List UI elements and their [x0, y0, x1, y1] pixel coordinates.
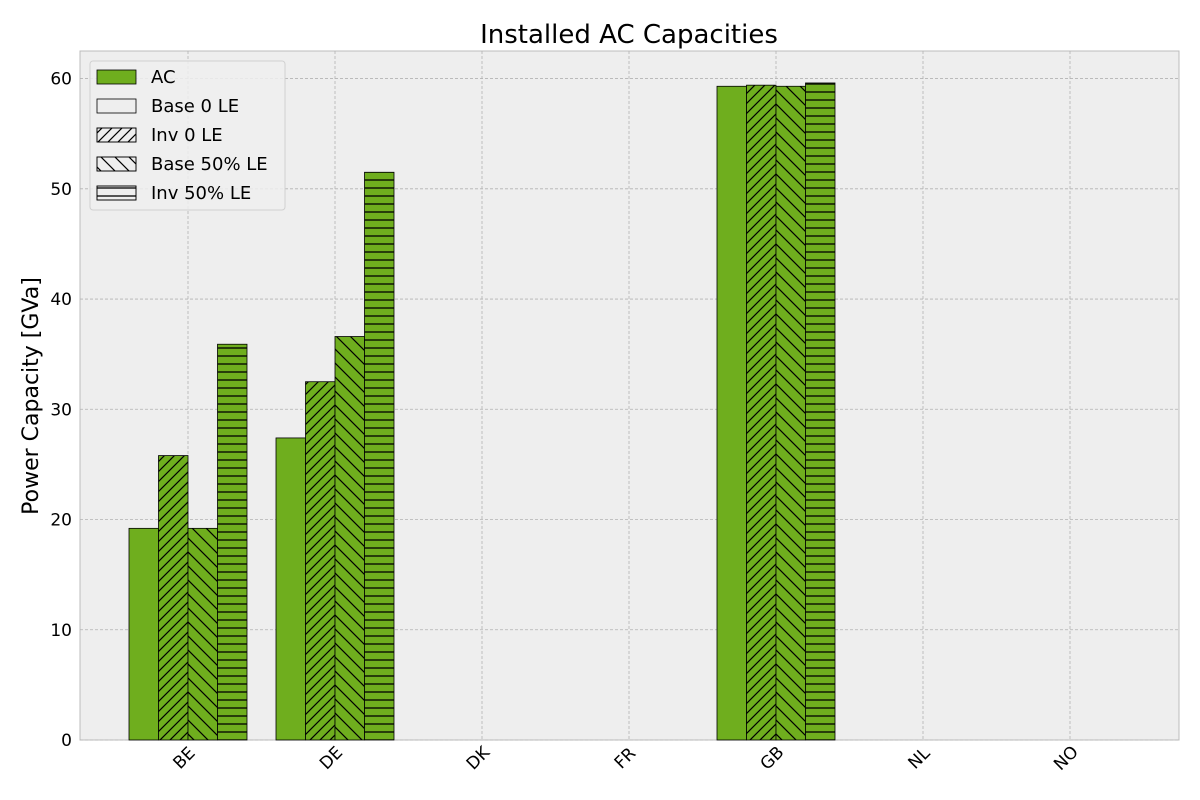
legend-item-4: Inv 50% LE — [96, 183, 251, 204]
x-tick-label-gb: GB — [757, 743, 789, 775]
x-tick-label-nl: NL — [905, 743, 935, 773]
bar-gb-1 — [746, 84, 777, 741]
legend-label: Base 50% LE — [151, 154, 268, 175]
y-tick-label: 50 — [50, 180, 72, 200]
bar-be-1 — [158, 455, 189, 741]
y-tick-label: 20 — [50, 511, 72, 531]
legend-label: AC — [151, 67, 176, 88]
legend-item-3: Base 50% LE — [96, 154, 268, 175]
x-tick-label-fr: FR — [611, 744, 641, 774]
y-axis-label: Power Capacity [GVa] — [19, 277, 44, 515]
bar-be-2 — [187, 527, 218, 741]
chart-title: Installed AC Capacities — [480, 20, 778, 50]
bar-gb-2 — [775, 85, 806, 741]
bar-de-0 — [275, 437, 306, 741]
bar-gb-0 — [716, 85, 747, 741]
legend-item-2: Inv 0 LE — [96, 125, 223, 146]
bar-gb-3 — [805, 82, 836, 741]
bar-de-3 — [364, 171, 395, 741]
bars — [128, 82, 836, 741]
y-tick-label: 60 — [50, 70, 72, 90]
y-tick-label: 30 — [50, 400, 72, 420]
legend-box — [89, 60, 286, 211]
y-tick-label: 0 — [61, 731, 72, 751]
grid — [80, 51, 1179, 741]
x-axis-ticks: BE DE DK FR GB NL NO — [169, 742, 1082, 775]
y-tick-label: 10 — [50, 621, 72, 641]
bar-de-2 — [334, 336, 365, 741]
legend-item-0: AC — [96, 67, 176, 88]
legend-label: Inv 0 LE — [151, 125, 223, 146]
x-tick-label-no: NO — [1050, 742, 1083, 775]
x-tick-label-be: BE — [169, 743, 199, 773]
x-tick-label-dk: DK — [463, 742, 495, 774]
x-tick-label-de: DE — [316, 743, 347, 774]
legend-label: Base 0 LE — [151, 96, 239, 117]
bar-be-3 — [217, 343, 248, 741]
plot-area — [79, 50, 1180, 741]
bar-be-0 — [128, 527, 159, 741]
legend: AC Base 0 LE Inv 0 LE Base 50% LE Inv 50% LE — [89, 60, 286, 211]
y-tick-label: 40 — [50, 290, 72, 310]
legend-label: Inv 50% LE — [151, 183, 251, 204]
y-axis-ticks: 0 10 20 30 40 50 60 — [50, 70, 72, 751]
legend-item-1: Base 0 LE — [96, 96, 239, 117]
bar-de-1 — [305, 381, 336, 741]
